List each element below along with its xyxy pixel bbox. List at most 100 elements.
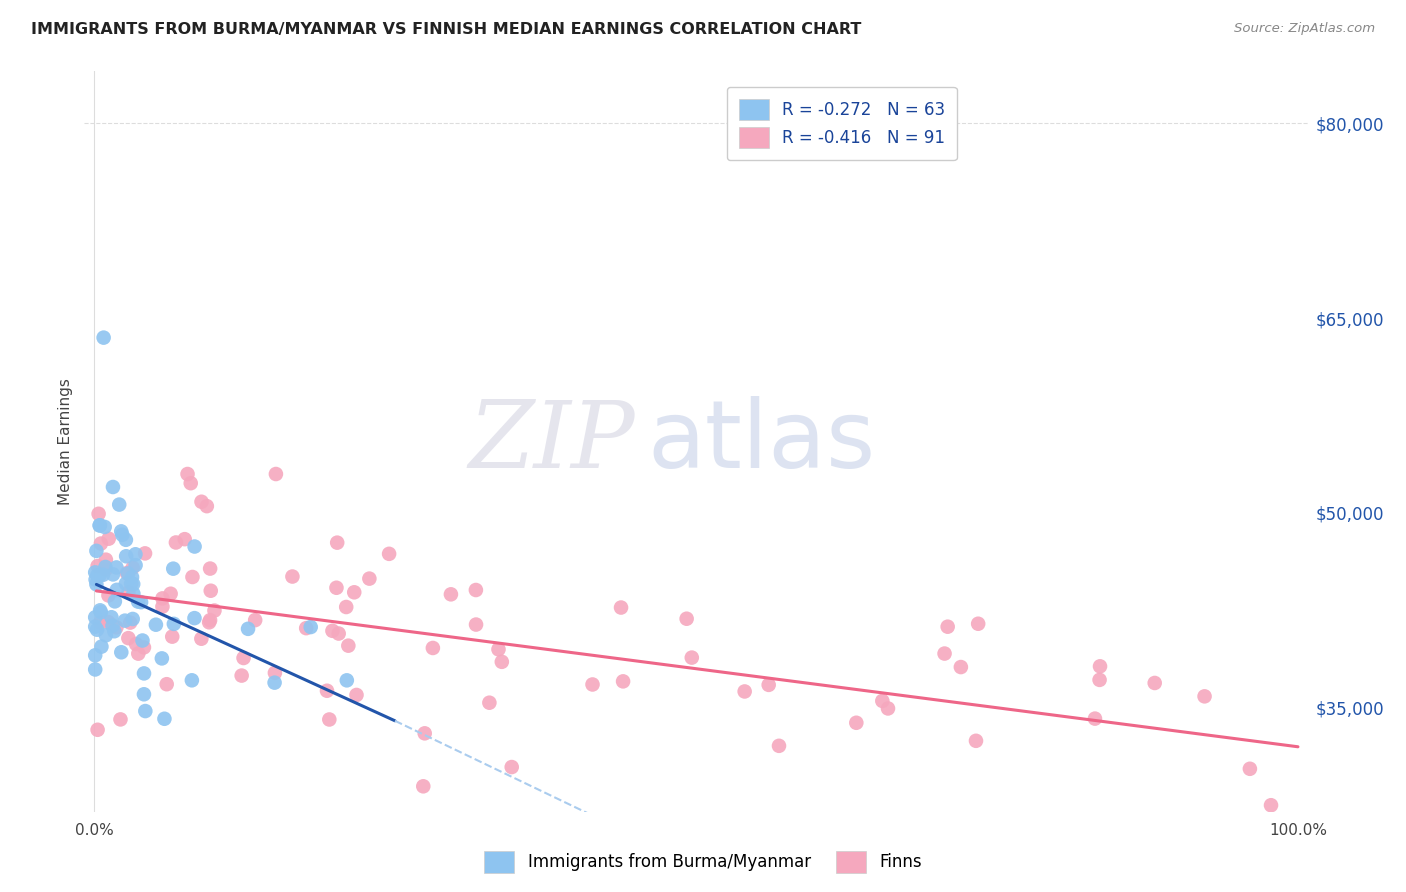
Point <box>200 583 222 598</box>
Point <box>110 524 132 539</box>
Point <box>190 632 212 646</box>
Point <box>120 615 142 630</box>
Point <box>872 694 894 708</box>
Point <box>343 585 366 599</box>
Point <box>84 620 107 634</box>
Point <box>132 687 155 701</box>
Point <box>163 616 186 631</box>
Point <box>198 615 221 630</box>
Point <box>125 637 148 651</box>
Point <box>321 624 343 638</box>
Point <box>145 617 167 632</box>
Point <box>180 673 202 688</box>
Point <box>325 581 347 595</box>
Point <box>318 713 340 727</box>
Point <box>84 663 107 677</box>
Point <box>90 536 112 550</box>
Point <box>94 552 117 566</box>
Point <box>89 518 111 533</box>
Point <box>183 611 205 625</box>
Point <box>131 633 153 648</box>
Point <box>156 677 179 691</box>
Point <box>934 647 956 661</box>
Point <box>153 712 176 726</box>
Point <box>110 713 132 727</box>
Point <box>132 640 155 655</box>
Point <box>231 668 253 682</box>
Point <box>359 572 381 586</box>
Y-axis label: Median Earnings: Median Earnings <box>58 378 73 505</box>
Point <box>89 518 111 533</box>
Point <box>478 696 501 710</box>
Point <box>115 566 138 580</box>
Point <box>87 507 110 521</box>
Point <box>152 599 174 614</box>
Point <box>84 573 107 587</box>
Point <box>110 645 132 659</box>
Point <box>877 701 900 715</box>
Point <box>263 675 285 690</box>
Point <box>346 688 368 702</box>
Point <box>120 576 142 591</box>
Point <box>117 585 139 599</box>
Point <box>89 615 111 630</box>
Point <box>183 540 205 554</box>
Point <box>91 567 114 582</box>
Point <box>121 560 143 574</box>
Point <box>97 615 120 629</box>
Point <box>195 499 218 513</box>
Point <box>967 616 990 631</box>
Point <box>581 677 603 691</box>
Point <box>232 651 254 665</box>
Point <box>114 614 136 628</box>
Point <box>413 726 436 740</box>
Point <box>84 648 107 663</box>
Point <box>176 467 198 481</box>
Text: IMMIGRANTS FROM BURMA/MYANMAR VS FINNISH MEDIAN EARNINGS CORRELATION CHART: IMMIGRANTS FROM BURMA/MYANMAR VS FINNISH… <box>31 22 862 37</box>
Point <box>115 533 138 547</box>
Point <box>464 582 486 597</box>
Point <box>124 558 146 573</box>
Point <box>121 612 143 626</box>
Point <box>162 562 184 576</box>
Point <box>117 631 139 645</box>
Point <box>328 626 350 640</box>
Point <box>181 570 204 584</box>
Point <box>134 704 156 718</box>
Point <box>264 467 287 481</box>
Point <box>111 528 134 542</box>
Point <box>165 535 187 549</box>
Point <box>101 567 124 582</box>
Point <box>198 613 221 627</box>
Point <box>758 678 780 692</box>
Point <box>90 605 112 619</box>
Point <box>86 544 108 558</box>
Point <box>86 723 108 737</box>
Point <box>1143 676 1166 690</box>
Point <box>337 639 360 653</box>
Point <box>612 674 634 689</box>
Point <box>93 331 115 345</box>
Point <box>173 532 195 546</box>
Point <box>159 587 181 601</box>
Point <box>1084 712 1107 726</box>
Point <box>84 610 107 624</box>
Point <box>150 651 173 665</box>
Point <box>124 547 146 561</box>
Point <box>1239 762 1261 776</box>
Point <box>127 594 149 608</box>
Legend: Immigrants from Burma/Myanmar, Finns: Immigrants from Burma/Myanmar, Finns <box>478 845 928 880</box>
Text: Source: ZipAtlas.com: Source: ZipAtlas.com <box>1234 22 1375 36</box>
Point <box>336 673 359 688</box>
Point <box>115 549 138 564</box>
Point <box>121 570 143 584</box>
Point <box>845 715 868 730</box>
Point <box>243 613 266 627</box>
Point <box>89 568 111 582</box>
Point <box>101 480 124 494</box>
Point <box>162 630 184 644</box>
Point <box>180 476 202 491</box>
Point <box>965 734 987 748</box>
Point <box>105 582 128 597</box>
Point <box>281 569 304 583</box>
